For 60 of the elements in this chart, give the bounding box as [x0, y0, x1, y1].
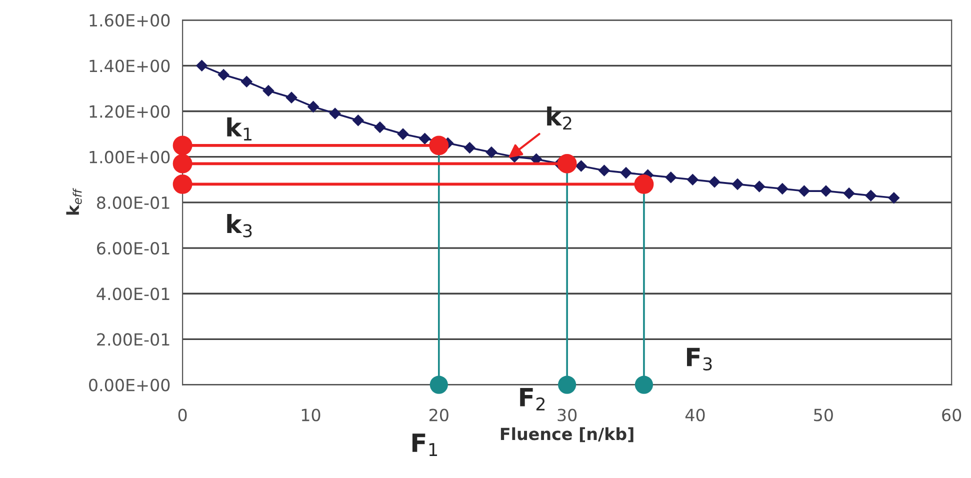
- point: [888, 192, 900, 204]
- point: [286, 92, 298, 104]
- point: [820, 185, 832, 197]
- point: [397, 128, 409, 140]
- y-tick-label: 4.00E-01: [96, 288, 170, 300]
- y-tick-label: 1.60E+00: [90, 14, 170, 27]
- point: [464, 142, 476, 154]
- x-tick-label: 0: [178, 408, 187, 422]
- point: [374, 122, 386, 133]
- point: [430, 376, 448, 394]
- point: [262, 85, 274, 96]
- annotation: k$_{2}$: [547, 106, 572, 130]
- x-tick-label: 20: [430, 408, 448, 422]
- x-tick-label: 50: [814, 408, 833, 422]
- y-tick-label: 1.20E+00: [90, 105, 170, 118]
- point: [308, 101, 319, 112]
- point: [776, 183, 788, 194]
- y-tick-label: 1.40E+00: [90, 60, 170, 72]
- x-tick-label: 30: [558, 408, 577, 422]
- y-tick-label: 2.00E-01: [97, 333, 170, 346]
- point: [558, 376, 576, 394]
- point: [576, 160, 587, 172]
- point: [620, 167, 632, 178]
- point: [329, 108, 341, 120]
- point: [486, 146, 498, 158]
- point: [634, 376, 654, 394]
- point: [798, 185, 810, 197]
- point: [598, 164, 610, 176]
- annotation: F$_{3}$: [687, 348, 712, 370]
- text: F$_{2}$: [520, 388, 545, 410]
- point: [419, 133, 430, 144]
- point: [754, 180, 765, 192]
- x-tick-label: 60: [942, 408, 962, 422]
- point: [218, 69, 230, 80]
- point: [708, 176, 720, 188]
- annotation: k$_{1}$: [227, 117, 252, 140]
- x-tick-label: 40: [685, 408, 705, 422]
- point: [557, 154, 577, 174]
- y-tick-label: 1.00E+00: [90, 150, 170, 164]
- point: [687, 174, 698, 186]
- point: [429, 136, 449, 156]
- point: [172, 136, 192, 156]
- point: [843, 188, 855, 199]
- point: [732, 178, 744, 190]
- point: [196, 60, 208, 72]
- point: [665, 172, 676, 183]
- point: [172, 154, 192, 174]
- point: [172, 174, 192, 194]
- y-tick-label: 6.00E-01: [97, 242, 170, 255]
- x-tick-label: 10: [302, 408, 320, 422]
- y-tick-label: 8.00E-01: [97, 196, 170, 209]
- point: [352, 114, 364, 126]
- point: [241, 76, 252, 88]
- y-tick-label: 0.00E+00: [89, 378, 170, 392]
- annotation: k$_{3}$: [227, 214, 252, 238]
- y-axis-title: k$_{eff}$: [66, 188, 82, 215]
- point: [634, 174, 654, 194]
- x-axis-title: Fluence [n/kb]: [500, 427, 634, 442]
- point: [865, 190, 876, 202]
- text: F$_{1}$: [412, 434, 438, 456]
